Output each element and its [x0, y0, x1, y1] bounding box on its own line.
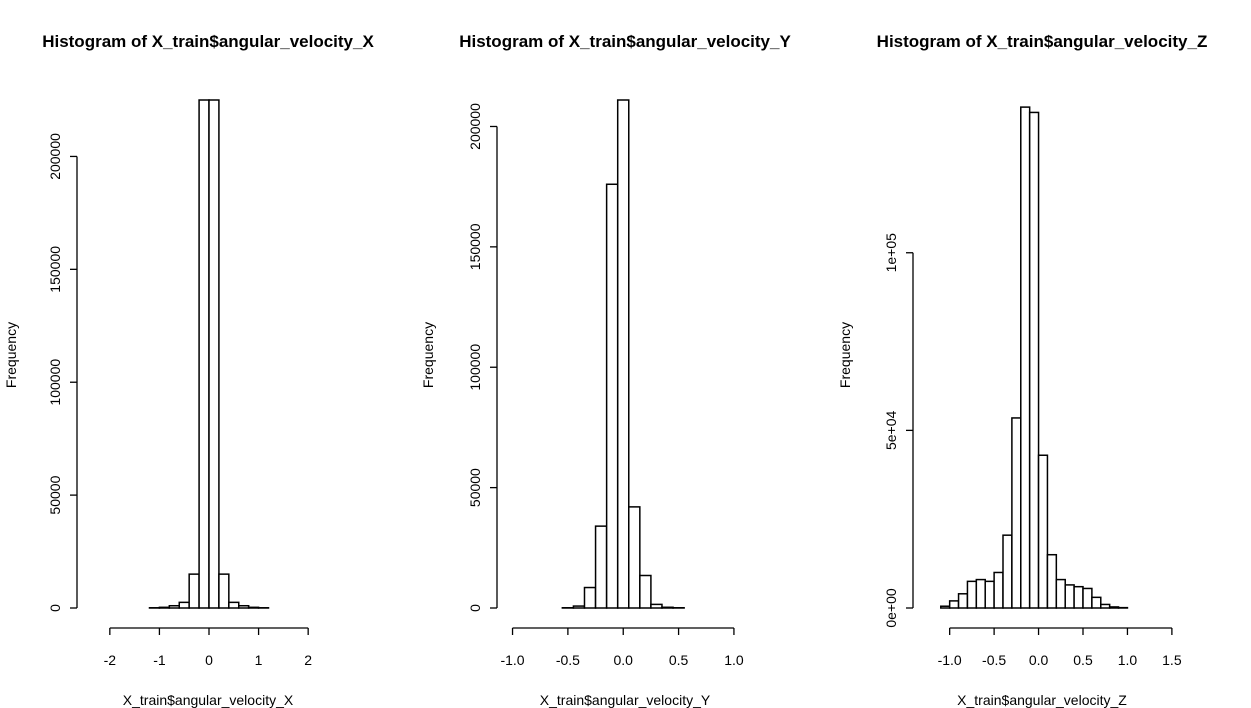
histogram-bar	[628, 506, 641, 609]
histogram-bar	[948, 600, 960, 609]
y-axis: 0 50000 100000 150000 200000	[467, 103, 498, 612]
histogram-bar	[993, 571, 1004, 609]
histogram-bar	[1037, 454, 1049, 609]
histogram-panel-y: Histogram of X_train$angular_velocity_Y …	[420, 32, 791, 708]
x-tick-label: -0.5	[556, 652, 580, 668]
histogram-bar	[218, 573, 230, 609]
x-tick-label: 2	[304, 652, 312, 668]
histogram-bar	[594, 525, 608, 609]
x-tick-label: 0.5	[1073, 652, 1093, 668]
histogram-bar	[583, 586, 597, 609]
histogram-bar	[1064, 584, 1075, 609]
histogram-bar	[198, 99, 210, 609]
histogram-bar	[639, 574, 652, 609]
histogram-bar	[661, 606, 674, 609]
histogram-bar	[650, 603, 663, 609]
y-tick-label: 5e+04	[883, 411, 899, 451]
histogram-bar	[1055, 578, 1066, 609]
histogram-bar	[1100, 603, 1111, 609]
histogram-panel-x: Histogram of X_train$angular_velocity_X …	[3, 32, 374, 708]
y-axis: 0e+00 5e+04 1e+05	[883, 233, 914, 628]
bars	[148, 99, 270, 609]
histogram-bar	[940, 605, 951, 609]
x-tick-label: 0.5	[669, 652, 689, 668]
x-tick-label: 1.5	[1162, 652, 1182, 668]
x-axis-label: X_train$angular_velocity_Y	[540, 692, 711, 708]
x-axis-label: X_train$angular_velocity_Z	[957, 692, 1127, 708]
x-tick-label: -2	[104, 652, 117, 668]
histogram-bar	[247, 606, 260, 609]
y-axis-label: Frequency	[420, 322, 436, 388]
x-tick-label: 1.0	[724, 652, 744, 668]
x-axis-label: X_train$angular_velocity_X	[123, 692, 294, 708]
x-tick-label: 0.0	[613, 652, 633, 668]
x-tick-label: -1.0	[938, 652, 962, 668]
bars	[561, 99, 685, 609]
histogram-bar	[208, 99, 220, 609]
y-axis-label: Frequency	[837, 322, 853, 388]
histogram-bar	[1046, 553, 1058, 609]
y-tick-label: 0e+00	[883, 588, 899, 628]
histogram-bar	[966, 580, 978, 609]
histogram-bar	[158, 606, 171, 609]
chart-title: Histogram of X_train$angular_velocity_Z	[877, 32, 1208, 51]
y-tick-label: 100000	[47, 359, 63, 406]
y-axis-label: Frequency	[3, 322, 19, 388]
histogram-bar	[975, 578, 986, 609]
histogram-bar	[1091, 596, 1102, 609]
y-tick-label: 1e+05	[883, 233, 899, 273]
x-tick-label: -0.5	[982, 652, 1006, 668]
y-tick-label: 100000	[467, 344, 483, 391]
histogram-bar	[984, 580, 995, 609]
histogram-bar	[572, 605, 586, 609]
histogram-bar	[1020, 106, 1031, 609]
histogram-bar	[1011, 417, 1022, 609]
y-axis: 0 50000 100000 150000 200000	[47, 133, 78, 612]
x-axis: -1.0 -0.5 0.0 0.5 1.0 1.5	[938, 627, 1182, 668]
y-tick-label: 50000	[467, 468, 483, 507]
y-tick-label: 200000	[467, 103, 483, 150]
histogram-bar	[616, 99, 630, 609]
y-tick-label: 50000	[47, 475, 63, 514]
histogram-bar	[228, 601, 240, 609]
histogram-bar	[178, 601, 190, 609]
histogram-bar	[1108, 606, 1120, 609]
histogram-bar	[168, 604, 180, 609]
histogram-bar	[188, 573, 200, 609]
x-tick-label: 0	[205, 652, 213, 668]
histogram-bar	[1028, 111, 1040, 609]
histogram-bar	[238, 604, 250, 609]
bars	[940, 106, 1129, 609]
chart-title: Histogram of X_train$angular_velocity_Y	[459, 32, 791, 51]
x-axis: -1.0 -0.5 0.0 0.5 1.0	[500, 627, 744, 668]
y-tick-label: 0	[467, 604, 483, 612]
y-tick-label: 150000	[467, 223, 483, 270]
chart-title: Histogram of X_train$angular_velocity_X	[42, 32, 374, 51]
histogram-bar	[957, 593, 969, 609]
histogram-bar	[1002, 534, 1013, 609]
y-tick-label: 0	[47, 604, 63, 612]
histogram-bar	[1073, 585, 1084, 609]
histogram-panel-z: Histogram of X_train$angular_velocity_Z …	[837, 32, 1207, 708]
x-tick-label: -1.0	[500, 652, 524, 668]
x-tick-label: 1	[255, 652, 263, 668]
y-tick-label: 200000	[47, 133, 63, 180]
histogram-bar	[605, 183, 619, 609]
x-tick-label: -1	[153, 652, 166, 668]
histogram-bar	[1082, 587, 1093, 609]
x-tick-label: 0.0	[1029, 652, 1049, 668]
y-tick-label: 150000	[47, 246, 63, 293]
x-axis: -2 -1 0 1 2	[104, 627, 312, 668]
x-tick-label: 1.0	[1118, 652, 1138, 668]
